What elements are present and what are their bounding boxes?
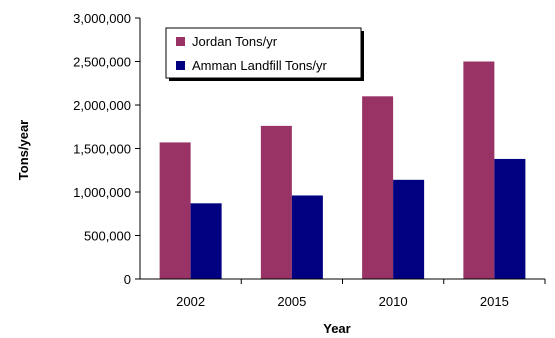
y-tick-label: 1,500,000	[73, 142, 131, 157]
y-tick-label: 0	[124, 272, 131, 287]
legend-swatch-amman	[176, 61, 185, 70]
x-tick-label: 2002	[176, 294, 205, 309]
y-tick-label: 2,000,000	[73, 98, 131, 113]
y-tick-label: 1,000,000	[73, 185, 131, 200]
bar-amman	[291, 195, 323, 279]
bar-amman	[494, 158, 526, 279]
legend-swatch-jordan	[176, 37, 185, 46]
y-tick-label: 3,000,000	[73, 11, 131, 26]
legend-label-jordan: Jordan Tons/yr	[192, 34, 278, 49]
bars-layer	[159, 61, 526, 279]
x-tick-label: 2005	[277, 294, 306, 309]
y-axis-title: Tons/year	[16, 120, 31, 180]
bar-jordan	[463, 61, 495, 279]
bar-jordan	[159, 142, 191, 279]
legend: Jordan Tons/yr Amman Landfill Tons/yr	[165, 27, 364, 81]
legend-box	[165, 27, 362, 79]
x-tick-label: 2015	[480, 294, 509, 309]
x-axis-title: Year	[323, 321, 350, 336]
bar-jordan	[260, 125, 292, 279]
y-tick-label: 500,000	[84, 229, 131, 244]
bar-amman	[393, 179, 425, 279]
legend-label-amman: Amman Landfill Tons/yr	[192, 58, 328, 73]
bar-amman	[190, 203, 222, 279]
bar-jordan	[362, 96, 394, 279]
y-tick-label: 2,500,000	[73, 55, 131, 70]
x-tick-label: 2010	[379, 294, 408, 309]
axes-layer: 0 500,000 1,000,000 1,500,000 2,000,000 2,500…	[73, 11, 546, 309]
